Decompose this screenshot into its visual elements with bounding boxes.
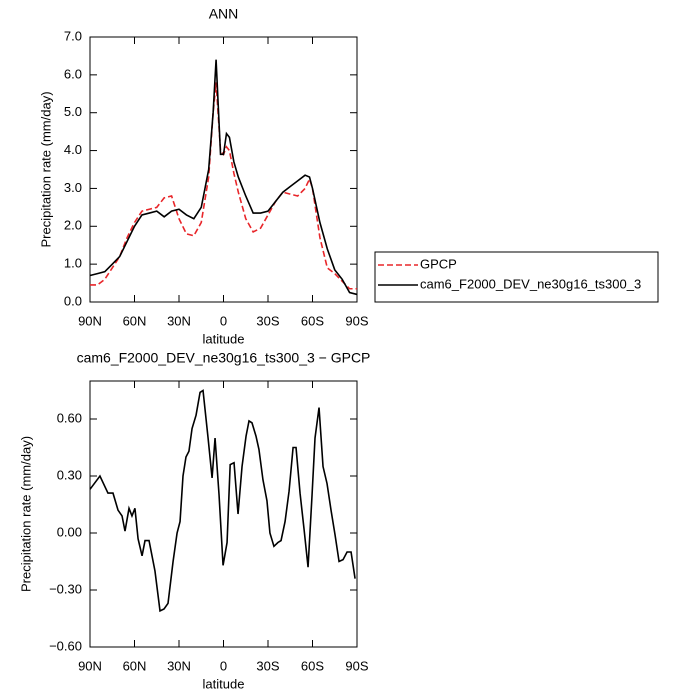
plot-frame	[89, 36, 358, 303]
x-tick-label: 60S	[301, 658, 324, 673]
y-tick-label: 4.0	[64, 142, 82, 157]
legend-box	[374, 251, 659, 303]
y-tick-label: 0.00	[57, 524, 82, 539]
x-tick-label: 60N	[123, 658, 147, 673]
x-tick-label: 90N	[78, 658, 102, 673]
y-tick-label: 2.0	[64, 218, 82, 233]
chart-title: ANN	[209, 6, 239, 22]
x-axis-label: latitude	[203, 331, 245, 346]
data-line	[89, 59, 358, 296]
x-axis-label: latitude	[203, 676, 245, 691]
x-tick-label: 30N	[167, 313, 191, 328]
x-tick-label: 0	[220, 658, 227, 673]
x-tick-label: 30N	[167, 658, 191, 673]
x-tick-label: 90S	[345, 658, 368, 673]
y-tick-label: 0.60	[57, 410, 82, 425]
x-tick-label: 60S	[301, 313, 324, 328]
y-tick-label: −0.60	[49, 638, 82, 653]
y-axis-label: Precipitation rate (mm/day)	[38, 91, 53, 247]
y-tick-label: 0.0	[64, 293, 82, 308]
y-tick-label: 1.0	[64, 256, 82, 271]
x-tick-label: 90N	[78, 313, 102, 328]
x-tick-label: 30S	[256, 658, 279, 673]
y-axis-label: Precipitation rate (mm/day)	[18, 436, 33, 592]
chart-title: cam6_F2000_DEV_ne30g16_ts300_3 − GPCP	[77, 350, 371, 366]
x-tick-label: 60N	[123, 313, 147, 328]
y-tick-label: 3.0	[64, 180, 82, 195]
y-tick-label: 5.0	[64, 104, 82, 119]
data-line	[90, 82, 357, 290]
data-line	[89, 389, 356, 613]
y-tick-label: −0.30	[49, 581, 82, 596]
x-tick-label: 0	[220, 313, 227, 328]
legend-label: GPCP	[420, 256, 457, 271]
x-tick-label: 30S	[256, 313, 279, 328]
y-tick-label: 6.0	[64, 66, 82, 81]
y-tick-label: 0.30	[57, 467, 82, 482]
legend-label: cam6_F2000_DEV_ne30g16_ts300_3	[420, 276, 641, 291]
x-tick-label: 90S	[345, 313, 368, 328]
y-tick-label: 7.0	[64, 28, 82, 43]
